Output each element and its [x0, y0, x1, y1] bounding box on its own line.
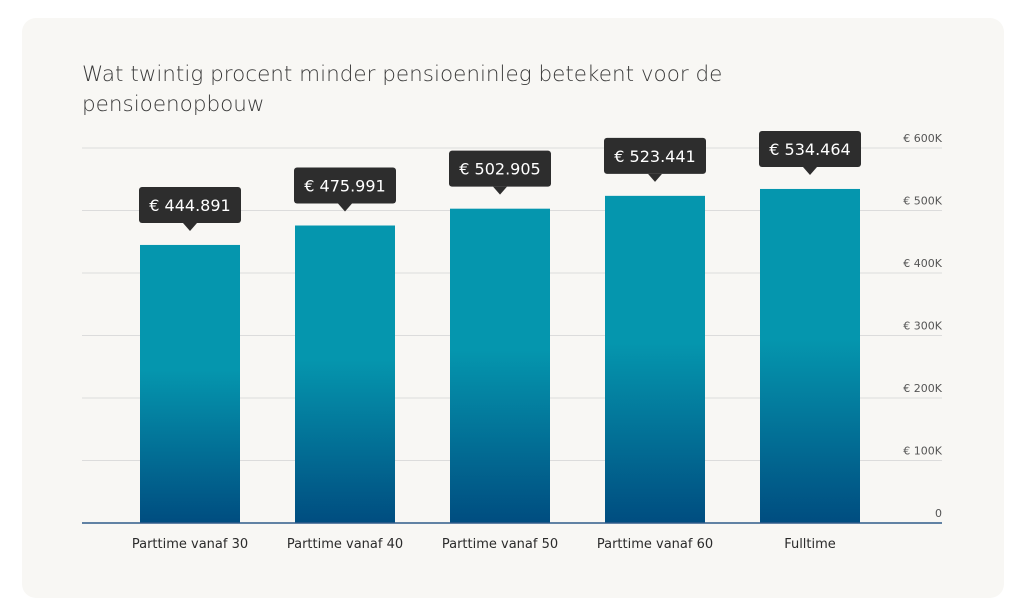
data-label-box	[294, 167, 396, 204]
data-label-box	[604, 137, 706, 174]
y-tick-label: € 600K	[903, 132, 942, 145]
y-tick-label: 0	[935, 507, 942, 520]
data-label: € 444.891	[139, 186, 241, 231]
data-label-text: € 444.891	[149, 196, 230, 215]
bar	[450, 208, 550, 523]
x-tick-label: Parttime vanaf 40	[287, 537, 403, 552]
data-label-pointer	[183, 222, 197, 231]
data-label-box	[139, 186, 241, 223]
y-tick-label: € 200K	[903, 382, 942, 395]
x-tick-label: Parttime vanaf 30	[132, 537, 248, 552]
bar	[605, 195, 705, 524]
data-label-text: € 475.991	[304, 177, 385, 196]
data-label: € 534.464	[759, 130, 861, 175]
x-tick-label: Parttime vanaf 60	[597, 537, 713, 552]
chart-title: Wat twintig procent minder pensioeninleg…	[82, 62, 723, 117]
data-label: € 523.441	[604, 137, 706, 182]
y-tick-label: € 100K	[903, 445, 942, 458]
data-label-text: € 502.905	[459, 160, 540, 179]
data-label-text: € 534.464	[769, 140, 850, 159]
data-label-pointer	[803, 166, 817, 175]
bars	[140, 188, 860, 524]
axes: 0 € 100K € 200K € 300K € 400K € 500K € 600K Par…	[82, 132, 943, 552]
data-label: € 502.905	[449, 150, 551, 195]
y-tick-label: € 500K	[903, 195, 942, 208]
data-label-text: € 523.441	[614, 147, 695, 166]
data-labels: € 444.891 € 475.991 € 502.905 € 523.441 € 53…	[139, 130, 861, 231]
data-label: € 475.991	[294, 167, 396, 212]
data-label-box	[759, 130, 861, 167]
bar	[760, 188, 860, 523]
data-label-pointer	[648, 173, 662, 182]
data-label-pointer	[493, 186, 507, 195]
y-tick-label: € 300K	[903, 320, 942, 333]
bar	[140, 244, 240, 524]
data-label-box	[449, 150, 551, 187]
data-label-pointer	[338, 203, 352, 212]
x-tick-label: Fulltime	[784, 537, 836, 552]
y-tick-label: € 400K	[903, 257, 942, 270]
bar	[295, 225, 395, 524]
x-tick-label: Parttime vanaf 50	[442, 537, 558, 552]
